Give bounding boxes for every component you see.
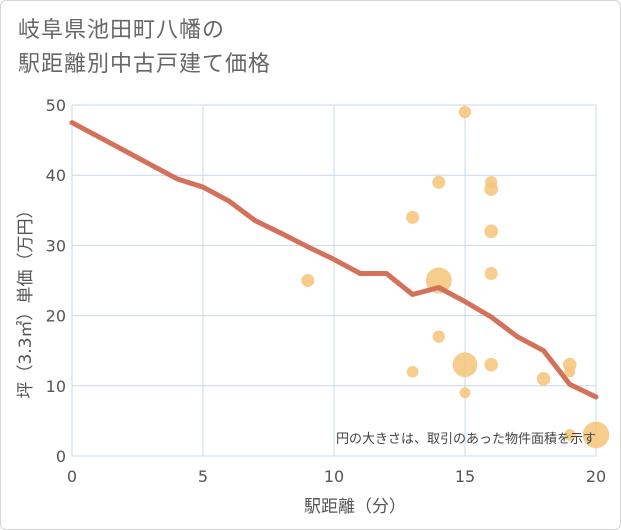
- scatter-point: [484, 224, 499, 239]
- y-tick-label: 50: [46, 96, 66, 115]
- plot-border: [71, 104, 597, 457]
- scatter-point: [484, 266, 498, 280]
- scatter-point: [432, 330, 445, 343]
- x-axis-title: 駅距離（分）: [304, 497, 406, 517]
- bubble-size-note: 円の大きさは、取引のあった物件面積を示す: [336, 432, 596, 447]
- x-tick-label: 15: [455, 467, 475, 486]
- x-tick-label: 10: [324, 467, 344, 486]
- tick-labels: 0 5 10 15 20 0 10 20 30 40 50: [46, 96, 607, 486]
- average-price-line: [69, 120, 599, 400]
- scatter-point: [536, 371, 551, 386]
- scatter-point: [582, 421, 610, 449]
- y-tick-label: 20: [46, 307, 66, 326]
- scatter-point: [432, 175, 446, 189]
- y-tick-label: 30: [46, 236, 66, 255]
- grid: [71, 104, 597, 457]
- y-axis-title: 坪（3.3㎡）単価（万円）: [16, 201, 36, 398]
- chart-title-line2: 駅距離別中古戸建て価格: [18, 52, 272, 77]
- scatter-point: [301, 274, 315, 287]
- y-tick-label: 40: [46, 166, 66, 185]
- x-tick-label: 20: [586, 467, 606, 486]
- y-tick-label: 0: [56, 447, 66, 466]
- scatter-point: [452, 352, 478, 378]
- scatter-point: [484, 357, 499, 372]
- chart-title: 岐阜県池田町八幡の 駅距離別中古戸建て価格: [18, 14, 271, 82]
- scatter-point: [458, 105, 472, 119]
- scatter-point: [459, 387, 471, 399]
- scatter-bubbles: [301, 105, 610, 449]
- x-tick-label: 5: [198, 467, 208, 486]
- scatter-point: [563, 429, 576, 441]
- scatter-point: [406, 210, 420, 224]
- scatter-point: [484, 182, 499, 197]
- x-tick-label: 0: [67, 467, 77, 486]
- y-tick-label: 10: [46, 377, 66, 396]
- chart-title-line1: 岐阜県池田町八幡の: [18, 18, 226, 43]
- scatter-point: [406, 365, 419, 378]
- scatter-point: [564, 366, 576, 378]
